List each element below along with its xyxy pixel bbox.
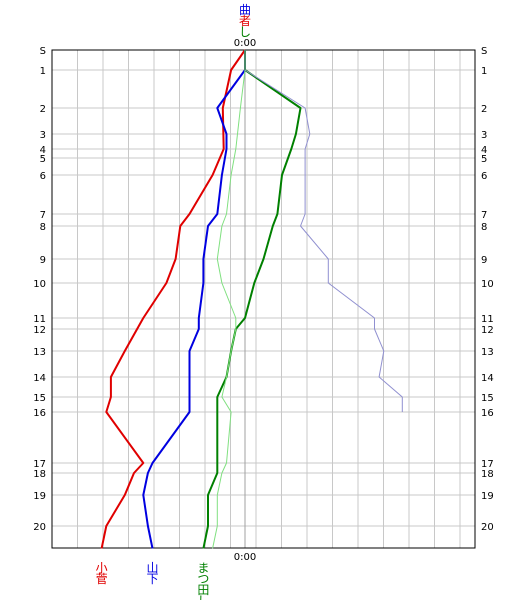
y-tick-label-right: 1 <box>481 66 487 77</box>
y-tick-label-left: 10 <box>33 279 46 290</box>
y-tick-label-left: 6 <box>40 171 46 182</box>
y-tick-label-left: 18 <box>33 469 46 480</box>
bottom-label-char: し <box>197 594 209 600</box>
y-tick-label-left: S <box>40 46 46 57</box>
y-tick-label-right: 9 <box>481 255 487 266</box>
series-line-1 <box>100 49 246 549</box>
y-tick-label-right: 3 <box>481 130 487 141</box>
y-tick-label-left: 8 <box>40 222 46 233</box>
bottom-label-char: つ <box>197 572 209 586</box>
y-tick-label-right: 7 <box>481 210 487 221</box>
bottom-vertical-labels: 小菅 山下 まつ田し <box>96 561 210 600</box>
y-tick-label-left: 9 <box>40 255 46 266</box>
y-tick-label-left: 7 <box>40 210 46 221</box>
y-tick-label-right: 6 <box>481 171 487 182</box>
y-tick-label-right: 18 <box>481 469 494 480</box>
top-label-char: 者 <box>239 14 251 28</box>
y-tick-label-right: 16 <box>481 408 494 419</box>
bottom-label-char: 田 <box>197 583 209 597</box>
y-tick-label-left: 19 <box>33 491 46 502</box>
bottom-label-char: 小 <box>96 561 108 575</box>
top-label-char: し <box>239 25 251 39</box>
y-tick-label-right: 14 <box>481 373 494 384</box>
y-tick-label-left: 4 <box>40 145 46 156</box>
y-tick-label-left: 12 <box>33 325 46 336</box>
series-line-4 <box>212 50 246 549</box>
y-tick-label-right: 15 <box>481 393 494 404</box>
y-tick-label-left: 13 <box>33 347 46 358</box>
y-tick-label-right: 5 <box>481 154 487 165</box>
center-time-label-bottom: 0:00 <box>234 552 256 563</box>
y-tick-label-right: 19 <box>481 491 494 502</box>
y-tick-label-left: 17 <box>33 459 46 470</box>
y-tick-label-left: 11 <box>33 314 46 325</box>
y-tick-label-right: S <box>481 46 487 57</box>
bottom-label-char: 山 <box>146 561 158 575</box>
y-tick-label-right: 11 <box>481 314 494 325</box>
y-tick-label-left: 1 <box>40 66 46 77</box>
y-tick-label-left: 14 <box>33 373 46 384</box>
series-lines <box>100 49 403 549</box>
top-vertical-labels: 曲者し <box>239 3 251 39</box>
bottom-label-char: ま <box>197 561 209 575</box>
y-tick-label-right: 10 <box>481 279 494 290</box>
y-tick-label-right: 17 <box>481 459 494 470</box>
y-tick-label-left: 15 <box>33 393 46 404</box>
y-tick-label-left: 20 <box>33 522 46 533</box>
series-line-3 <box>202 50 302 549</box>
y-tick-label-left: 5 <box>40 154 46 165</box>
y-tick-label-left: 16 <box>33 408 46 419</box>
bottom-label-char: 下 <box>146 572 158 586</box>
y-tick-label-right: 2 <box>481 104 487 115</box>
plot-border <box>51 49 476 549</box>
series-line-5 <box>244 50 403 412</box>
series-line-2 <box>142 50 246 549</box>
top-label-char: 曲 <box>239 3 251 17</box>
y-tick-label-left: 3 <box>40 130 46 141</box>
y-tick-label-right: 13 <box>481 347 494 358</box>
y-tick-label-left: 2 <box>40 104 46 115</box>
y-tick-label-right: 8 <box>481 222 487 233</box>
y-tick-label-right: 12 <box>481 325 494 336</box>
y-tick-label-right: 20 <box>481 522 494 533</box>
chart-frame <box>51 49 476 549</box>
center-time-label-top: 0:00 <box>234 38 256 49</box>
y-tick-label-right: 4 <box>481 145 487 156</box>
bottom-label-char: 菅 <box>96 572 108 586</box>
chart-grid <box>51 49 475 548</box>
